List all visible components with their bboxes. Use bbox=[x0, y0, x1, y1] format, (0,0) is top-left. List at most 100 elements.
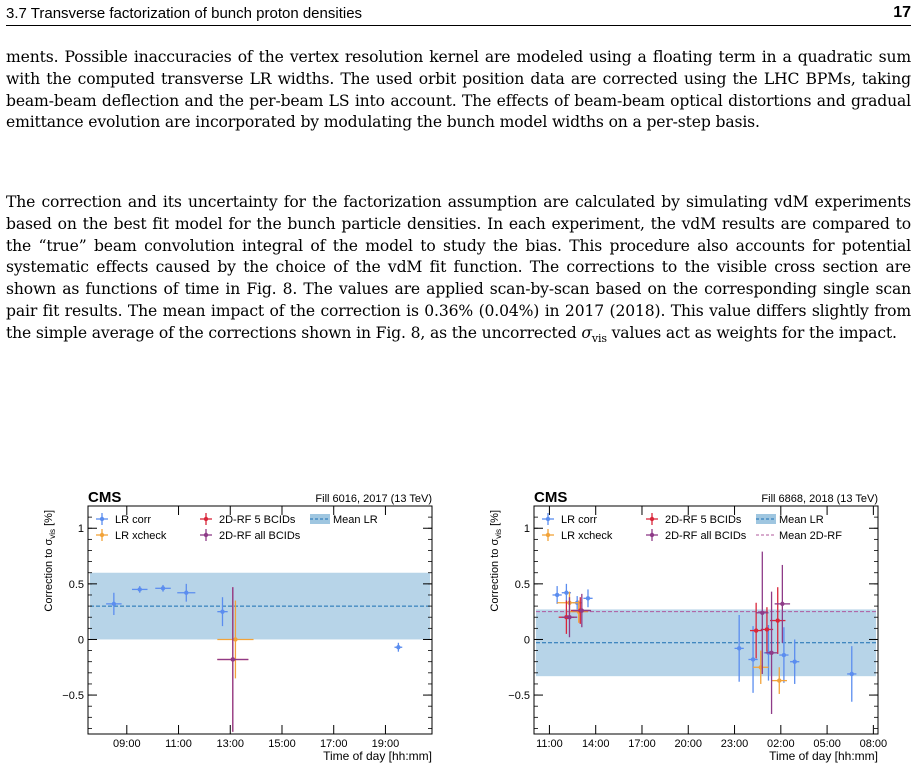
chart0-legend-item-4: 2D-RF all BCIDs bbox=[200, 529, 301, 542]
chart1-ylabel-unit: [%] bbox=[489, 510, 501, 529]
chart0-legend-marker-3 bbox=[99, 532, 105, 538]
chart1-xtick-label-1: 14:00 bbox=[582, 738, 610, 750]
chart1-legend-marker-3 bbox=[545, 532, 551, 538]
chart0-legend-label-2: Mean LR bbox=[333, 514, 378, 526]
sigma-subscript: vis bbox=[591, 331, 607, 345]
chart1-xtick-label-5: 02:00 bbox=[767, 738, 795, 750]
chart1-legend-label-0: LR corr bbox=[561, 514, 597, 526]
chart0-xtick-label-2: 13:00 bbox=[216, 738, 244, 750]
chart1-marker-s3-1 bbox=[579, 608, 585, 613]
chart0-ylabel-unit: [%] bbox=[43, 510, 55, 529]
chart0-marker-s0-0 bbox=[111, 601, 117, 607]
chart1-point-s0-9 bbox=[847, 646, 857, 702]
chart0-marker-s3-0 bbox=[230, 657, 236, 662]
chart1-marker-s0-3 bbox=[585, 596, 591, 601]
chart0-cms-label: CMS bbox=[88, 489, 121, 506]
chart1-legend-label-2: Mean LR bbox=[779, 514, 824, 526]
chart0-legend-item-0: LR corr bbox=[96, 513, 151, 526]
chart0-legend-marker-1 bbox=[203, 516, 209, 522]
chart1-point-s3-4 bbox=[774, 564, 791, 643]
chart1-ytick-label-2: 0.5 bbox=[515, 579, 530, 591]
chart1-ylabel-sub: vis bbox=[494, 529, 503, 539]
chart1-legend-label-1: 2D-RF 5 BCIDs bbox=[665, 514, 742, 526]
chart1-legend-marker-1 bbox=[649, 516, 655, 522]
chart0-ytick-label-0: −0.5 bbox=[62, 690, 84, 702]
chart1-marker-s3-4 bbox=[780, 601, 785, 607]
chart0-xtick-label-1: 11:00 bbox=[165, 738, 192, 750]
chart1-marker-s3-3 bbox=[769, 650, 774, 656]
chart0-legend-item-1: 2D-RF 5 BCIDs bbox=[200, 513, 296, 526]
chart1-legend-item-3: LR xcheck bbox=[542, 529, 613, 542]
chart1-ytick-label-3: 1 bbox=[524, 523, 530, 535]
chart1-legend-item-4: 2D-RF all BCIDs bbox=[646, 529, 747, 542]
chart0-legend-marker-4 bbox=[203, 532, 209, 538]
paragraph-2-body: The correction and its uncertainty for t… bbox=[6, 193, 911, 342]
chart0-marker-s1-0 bbox=[233, 637, 238, 642]
chart0-legend-label-4: 2D-RF all BCIDs bbox=[219, 530, 301, 542]
figure-2017: −0.5 0 0.5 1 09:00 11:00 13:00 15:00 17:00 19:00 C… bbox=[43, 489, 433, 763]
chart0-legend-label-1: 2D-RF 5 BCIDs bbox=[219, 514, 296, 526]
chart0-legend-item-2: Mean LR bbox=[310, 514, 378, 526]
chart0-ytick-label-3: 1 bbox=[78, 523, 84, 535]
header-rule bbox=[6, 25, 911, 26]
chart1-point-s0-5 bbox=[748, 626, 758, 693]
chart0-point-s0-1 bbox=[131, 586, 148, 593]
chart1-cms-label: CMS bbox=[534, 489, 567, 506]
chart0-point-s0-3 bbox=[177, 583, 196, 602]
chart0-point-s3-0 bbox=[217, 587, 249, 732]
paragraph-2: The correction and its uncertainty for t… bbox=[6, 192, 911, 350]
chart1-legend-item-1: 2D-RF 5 BCIDs bbox=[646, 513, 742, 526]
chart0-legend-item-3: LR xcheck bbox=[96, 529, 167, 542]
figure-2018: −0.5 0 0.5 1 11:00 14:00 17:00 20:00 23:00 02:00 0… bbox=[489, 489, 887, 763]
chart1-xtick-label-0: 11:00 bbox=[536, 738, 563, 750]
chart0-marker-s0-3 bbox=[184, 590, 189, 595]
chart0-ylabel-sub: vis bbox=[48, 529, 57, 539]
chart0-xtick-label-0: 09:00 bbox=[113, 738, 141, 750]
chart1-marker-s3-0 bbox=[567, 615, 572, 620]
chart1-point-s0-8 bbox=[790, 639, 800, 684]
chart0-point-s0-4 bbox=[217, 597, 228, 627]
chart1-marker-s0-9 bbox=[849, 671, 854, 677]
chart1-point-s3-3 bbox=[765, 591, 778, 714]
chart1-point-s0-3 bbox=[583, 589, 593, 608]
chart1-marker-s2-2 bbox=[753, 628, 759, 633]
chart1-xlabel: Time of day [hh:mm] bbox=[769, 749, 878, 763]
chart1-marker-s0-1 bbox=[564, 590, 569, 595]
chart0-marker-s0-1 bbox=[137, 587, 142, 592]
chart1-xtick-label-2: 17:00 bbox=[628, 738, 656, 750]
chart0-ytick-label-1: 0 bbox=[78, 634, 84, 646]
chart0-point-s0-0 bbox=[106, 592, 122, 615]
chart1-xtick-label-6: 05:00 bbox=[813, 738, 841, 750]
chart0-legend-label-0: LR corr bbox=[115, 514, 151, 526]
chart1-point-s0-0 bbox=[552, 586, 562, 604]
running-header: 3.7 Transverse factorization of bunch pr… bbox=[6, 2, 911, 24]
chart1-point-s0-4 bbox=[734, 614, 744, 682]
chart1-point-s3-0 bbox=[561, 597, 578, 638]
chart1-legend-item-0: LR corr bbox=[542, 513, 597, 526]
section-title: 3.7 Transverse factorization of bunch pr… bbox=[6, 5, 363, 22]
chart1-point-s3-2 bbox=[756, 551, 769, 674]
chart1-legend-marker-0 bbox=[545, 516, 551, 522]
chart0-plot-frame bbox=[87, 505, 433, 735]
chart1-ylabel: Correction to σvis [%] bbox=[489, 510, 503, 612]
chart1-marker-s0-4 bbox=[736, 646, 742, 651]
chart1-xtick-label-4: 23:00 bbox=[721, 738, 749, 750]
chart0-marker-s0-5 bbox=[396, 645, 401, 650]
chart0-xtick-label-3: 15:00 bbox=[268, 738, 296, 750]
page-number: 17 bbox=[893, 4, 911, 21]
chart1-marker-s2-4 bbox=[775, 618, 780, 623]
chart1-ylabel-main: Correction to σ bbox=[489, 539, 501, 612]
chart1-legend-label-3: LR xcheck bbox=[561, 530, 613, 542]
chart1-marker-s3-2 bbox=[760, 610, 765, 615]
chart0-xlabel: Time of day [hh:mm] bbox=[323, 749, 432, 763]
chart0-xtick-label-5: 19:00 bbox=[372, 738, 400, 750]
chart0-xtick-label-4: 17:00 bbox=[320, 738, 348, 750]
chart1-fill-label: Fill 6868, 2018 (13 TeV) bbox=[761, 493, 878, 505]
paragraph-1: ments. Possible inaccuracies of the vert… bbox=[6, 48, 911, 132]
chart1-legend-label-4: 2D-RF all BCIDs bbox=[665, 530, 747, 542]
chart1-legend-item-5: Mean 2D-RF bbox=[756, 530, 842, 542]
chart1-xtick-label-3: 20:00 bbox=[674, 738, 702, 750]
chart0-marker-s0-4 bbox=[220, 609, 225, 614]
chart1-legend-marker-4 bbox=[649, 532, 655, 538]
chart1-point-s2-2 bbox=[749, 602, 763, 659]
